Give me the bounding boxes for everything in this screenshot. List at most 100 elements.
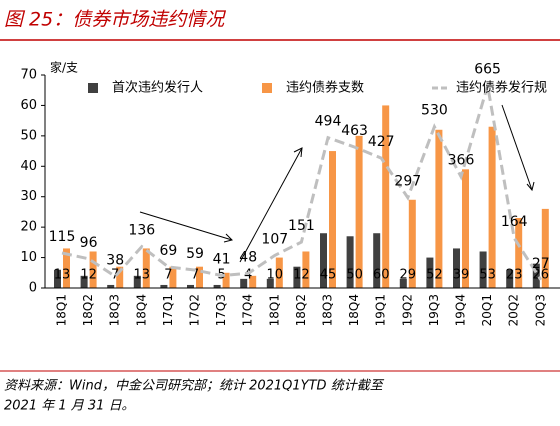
bar-value-label: 12 [293,268,310,283]
line-value-label: 151 [288,218,315,234]
line-value-label: 41 [213,252,231,268]
bar [399,278,407,288]
y-tick-label: 10 [20,250,37,265]
y-unit-label: 家/支 [50,60,78,75]
legend-label: 首次违约发行人 [112,80,203,96]
line-value-label: 59 [186,246,204,262]
x-tick-label: 19Q1 [374,294,388,326]
x-tick-label: 17Q4 [241,294,255,326]
x-tick-label: 18Q4 [134,294,148,326]
line-value-label: 48 [239,249,257,265]
bar [116,266,124,288]
bar-value-label: 12 [80,268,97,283]
x-tick-label: 18Q3 [321,294,335,326]
bar [373,233,381,288]
bar [275,257,283,288]
bar [532,263,540,288]
line-value-label: 665 [474,62,501,78]
line-value-label: 463 [341,123,368,139]
bar [506,269,514,288]
bar [80,275,88,288]
bar [488,126,496,288]
line-value-label: 494 [315,114,342,130]
bar [63,248,70,288]
line-value-label: 164 [501,214,528,230]
bar [266,278,274,288]
legend-swatch [88,83,98,93]
x-tick-label: 18Q3 [108,294,122,326]
x-tick-label: 18Q1 [267,294,281,326]
bar [515,218,523,288]
bar-value-label: 60 [373,268,390,283]
bar-value-label: 7 [164,268,172,283]
bar [355,135,363,288]
bar [213,284,221,288]
x-tick-label: 17Q3 [214,294,228,326]
bar-value-label: 10 [267,268,284,283]
bar-value-label: 4 [244,268,252,283]
y-tick-label: 40 [20,159,37,174]
legend-label: 违约债券发行规 [456,80,547,96]
x-tick-label: 17Q2 [188,294,202,326]
bar [453,248,460,288]
source: 资料来源：Wind，中金公司研究部；统计 2021Q1YTD 统计截至 [4,378,385,394]
bar [462,169,469,288]
line-value-label: 38 [106,252,124,268]
x-tick-label: 19Q2 [400,294,414,326]
x-tick-label: 19Q4 [454,294,468,326]
y-tick-label: 50 [20,128,37,143]
bar [346,236,354,288]
bar [169,266,177,288]
y-tick-label: 60 [20,98,37,113]
x-tick-label: 18Q2 [294,294,308,326]
x-tick-label: 20Q3 [533,294,547,326]
bar [479,251,487,288]
bar-value-label: 52 [426,268,443,283]
line-value-label: 427 [368,134,395,150]
bar-value-label: 39 [453,268,470,283]
y-tick-label: 20 [20,220,37,235]
x-tick-label: 20Q2 [507,294,521,326]
line-value-label: 297 [394,174,421,190]
bar-value-label: 53 [479,268,496,283]
bar [249,275,257,288]
bar-value-label: 45 [320,268,337,283]
bar [329,151,336,288]
y-tick-label: 0 [29,281,37,296]
bar [426,257,434,288]
bar-value-label: 29 [400,268,417,283]
line-value-label: 530 [421,103,448,119]
x-tick-label: 18Q1 [55,294,69,326]
bar [133,275,141,288]
line [61,85,543,281]
bar [196,266,203,288]
bar [222,272,230,288]
bar [382,105,390,288]
source: 2021 年 1 月 31 日。 [4,399,135,414]
bar [240,278,248,288]
bar-value-label: 13 [54,268,71,283]
line-value-label: 69 [159,243,177,259]
bar [293,266,301,288]
bar [541,208,549,288]
bar-value-label: 23 [506,268,523,283]
bar [107,284,115,288]
x-tick-label: 18Q2 [81,294,95,326]
y-tick-label: 30 [20,189,37,204]
bar [187,284,194,288]
bar [160,284,168,288]
x-tick-label: 18Q4 [347,294,361,326]
bar-value-label: 50 [346,268,363,283]
x-tick-label: 17Q1 [161,294,175,326]
bar [89,251,97,288]
line-value-label: 107 [261,231,288,247]
bar [435,129,443,288]
legend-swatch [262,83,272,93]
bar [302,251,310,288]
bar-value-label: 13 [134,268,151,283]
bar-value-label: 7 [191,268,199,283]
line-value-label: 366 [448,153,475,169]
bar [320,233,327,288]
